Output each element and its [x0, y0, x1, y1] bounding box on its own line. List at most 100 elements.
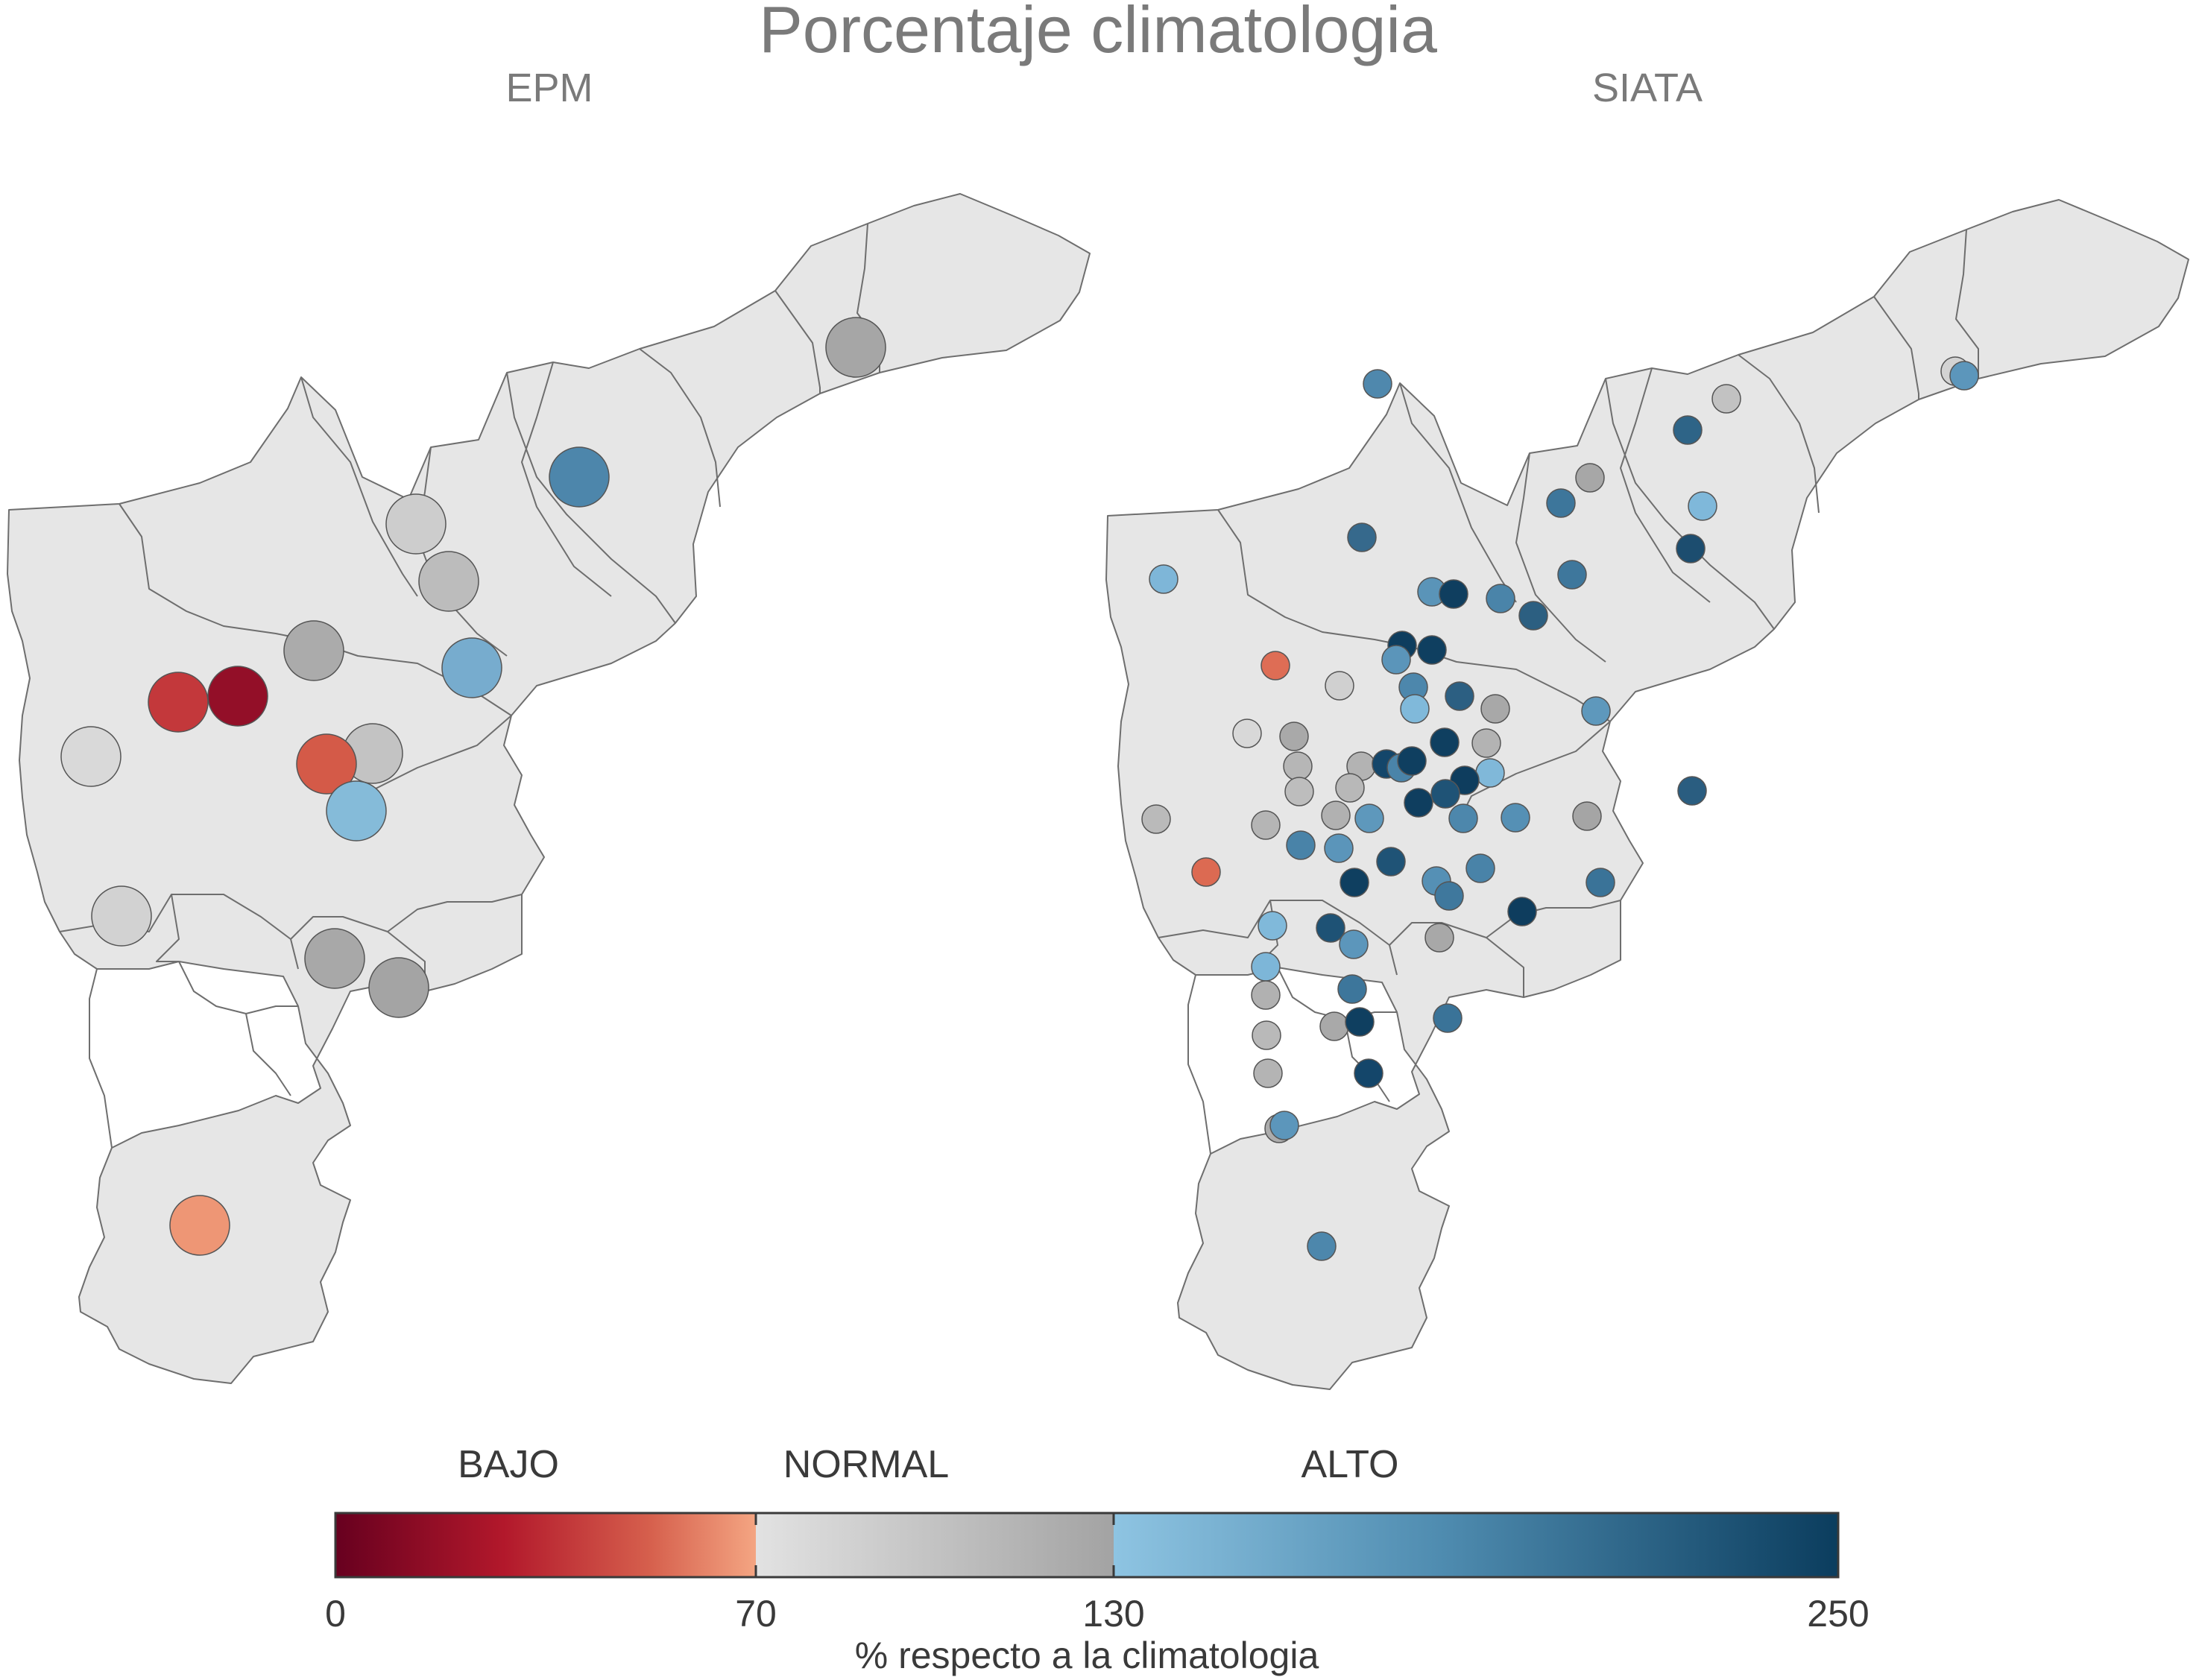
station-marker — [1321, 800, 1351, 830]
panel-title-siata: SIATA — [1592, 66, 1703, 110]
station-marker — [441, 637, 502, 698]
station-marker — [1258, 911, 1287, 941]
subbasin-borders — [59, 223, 880, 1149]
station-marker — [1284, 777, 1314, 806]
station-marker — [1430, 779, 1460, 809]
station-marker — [1251, 980, 1281, 1010]
station-marker — [296, 733, 357, 795]
station-marker — [1335, 773, 1365, 803]
panel-epm-map — [7, 193, 1091, 1384]
station-marker — [1417, 635, 1447, 665]
station-marker — [1676, 534, 1706, 563]
basin-outline — [1105, 199, 2189, 1390]
station-marker — [1307, 1231, 1337, 1261]
station-marker — [1501, 803, 1530, 833]
station-marker — [1465, 853, 1495, 883]
station-marker — [1253, 1058, 1283, 1088]
station-marker — [1557, 560, 1587, 590]
station-marker — [1325, 671, 1354, 701]
station-marker — [1316, 913, 1345, 943]
panel-title-epm: EPM — [505, 66, 593, 110]
colorbar-normal — [756, 1513, 1114, 1577]
panel-siata-map — [1105, 199, 2189, 1390]
station-marker — [1433, 1003, 1463, 1033]
station-marker — [1269, 1111, 1299, 1140]
station-marker — [418, 551, 479, 612]
station-marker — [91, 885, 152, 947]
station-marker — [169, 1195, 230, 1256]
station-marker — [1404, 788, 1433, 818]
siata-stations — [1141, 356, 1979, 1261]
station-marker — [1448, 803, 1478, 833]
legend-category-bajo: BAJO — [458, 1443, 559, 1486]
station-marker — [1397, 746, 1427, 776]
colorbar-tick-label: 250 — [1807, 1593, 1869, 1635]
station-marker — [1354, 1058, 1383, 1088]
station-marker — [1339, 929, 1369, 959]
station-marker — [1232, 719, 1262, 748]
station-marker — [1340, 868, 1369, 897]
station-marker — [1286, 830, 1316, 860]
station-marker — [1434, 881, 1464, 911]
basin-outline — [7, 193, 1091, 1384]
station-marker — [1430, 727, 1460, 757]
station-marker — [1507, 897, 1537, 926]
station-marker — [1475, 758, 1505, 788]
station-marker — [207, 666, 268, 727]
station-marker — [1252, 1020, 1281, 1050]
station-marker — [1688, 491, 1717, 521]
station-marker — [1345, 1007, 1375, 1037]
station-marker — [60, 726, 122, 787]
station-marker — [1471, 728, 1501, 758]
station-marker — [1354, 803, 1384, 833]
station-marker — [1283, 751, 1313, 781]
station-marker — [1711, 384, 1741, 414]
colorbar-tick-label: 70 — [735, 1593, 777, 1635]
station-marker — [1251, 952, 1281, 982]
color-legend: BAJO NORMAL ALTO 0 70 130 250 % respecto… — [325, 1443, 1870, 1676]
station-marker — [1376, 847, 1406, 877]
station-marker — [385, 493, 447, 555]
station-marker — [1949, 361, 1979, 391]
station-marker — [283, 620, 344, 681]
station-marker — [1518, 601, 1548, 631]
colorbar-alto — [1114, 1513, 1838, 1577]
station-marker — [1439, 579, 1468, 609]
station-marker — [1337, 974, 1367, 1004]
station-marker — [1149, 564, 1179, 594]
station-marker — [1480, 694, 1510, 724]
station-marker — [549, 446, 610, 508]
station-marker — [1363, 369, 1392, 399]
station-marker — [1445, 681, 1474, 711]
figure-title: Porcentaje climatologia — [759, 0, 1437, 66]
station-marker — [1319, 1011, 1349, 1041]
station-marker — [1191, 857, 1221, 887]
legend-category-alto: ALTO — [1301, 1443, 1398, 1486]
station-marker — [1424, 923, 1454, 953]
station-marker — [1677, 776, 1707, 806]
station-marker — [368, 957, 429, 1018]
station-marker — [1572, 801, 1602, 831]
colorbar-tick-label: 0 — [325, 1593, 346, 1635]
colorbar-tick-label: 130 — [1082, 1593, 1144, 1635]
station-marker — [326, 780, 387, 841]
station-marker — [1575, 463, 1605, 493]
station-marker — [148, 672, 209, 733]
station-marker — [1581, 696, 1611, 726]
epm-stations — [60, 317, 886, 1256]
station-marker — [1381, 645, 1411, 675]
station-marker — [1141, 804, 1171, 834]
station-marker — [1673, 415, 1703, 445]
station-marker — [1279, 721, 1309, 751]
station-marker — [1486, 584, 1515, 613]
station-marker — [304, 928, 365, 989]
legend-category-normal: NORMAL — [783, 1443, 949, 1486]
station-marker — [1251, 810, 1281, 840]
station-marker — [1261, 651, 1290, 680]
station-marker — [1400, 694, 1430, 724]
station-marker — [825, 317, 886, 378]
station-marker — [1324, 833, 1354, 863]
colorbar-caption: % respecto a la climatologia — [855, 1635, 1319, 1676]
colorbar-bajo — [335, 1513, 756, 1577]
